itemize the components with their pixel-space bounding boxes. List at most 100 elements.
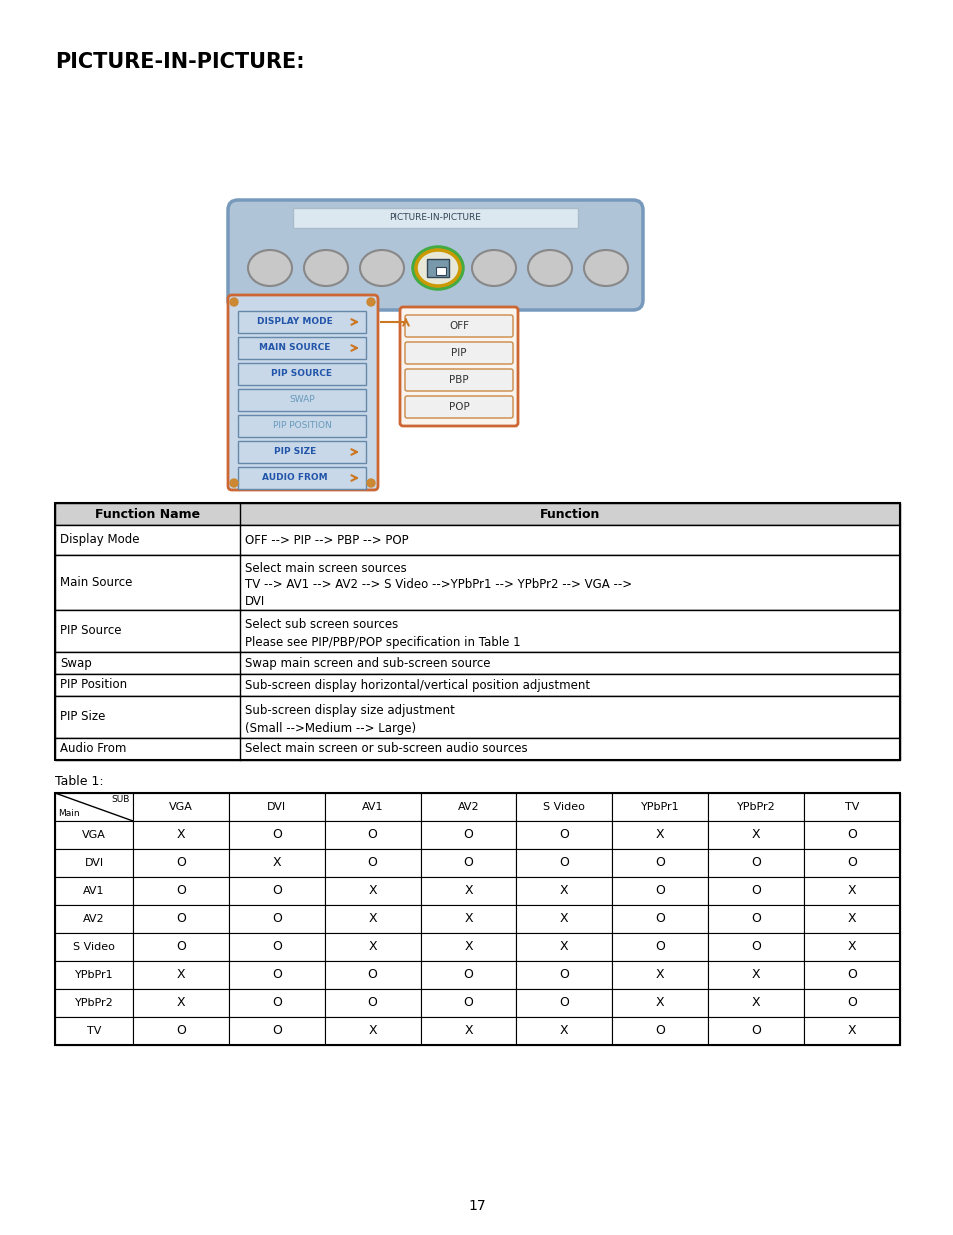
Text: X: X	[368, 884, 376, 898]
Ellipse shape	[527, 249, 572, 287]
Text: PBP: PBP	[449, 375, 468, 385]
Text: SUB: SUB	[112, 795, 130, 804]
Text: O: O	[655, 857, 664, 869]
Text: X: X	[464, 884, 473, 898]
Bar	[55, 821, 132, 848]
Ellipse shape	[248, 249, 292, 287]
Ellipse shape	[304, 249, 348, 287]
Text: O: O	[846, 968, 856, 982]
Text: O: O	[655, 913, 664, 925]
Bar	[132, 1016, 229, 1045]
FancyBboxPatch shape	[228, 295, 377, 490]
Bar	[229, 989, 324, 1016]
Bar	[324, 932, 420, 961]
Bar	[132, 821, 229, 848]
Text: X: X	[464, 941, 473, 953]
Text: O: O	[750, 1025, 760, 1037]
Text: X: X	[559, 884, 568, 898]
Bar	[324, 848, 420, 877]
Bar	[229, 961, 324, 989]
Text: AV1: AV1	[83, 885, 105, 897]
Ellipse shape	[416, 249, 459, 287]
Bar	[420, 821, 516, 848]
Text: X: X	[751, 968, 760, 982]
Text: Display Mode: Display Mode	[60, 534, 139, 547]
Text: O: O	[750, 857, 760, 869]
Text: O: O	[558, 829, 569, 841]
Text: PIP Position: PIP Position	[60, 678, 127, 692]
Text: Main Source: Main Source	[60, 576, 132, 589]
Bar	[516, 989, 612, 1016]
Text: O: O	[750, 884, 760, 898]
Bar	[612, 989, 707, 1016]
Text: O: O	[846, 997, 856, 1009]
Text: O: O	[272, 829, 281, 841]
Bar	[324, 905, 420, 932]
Text: DVI: DVI	[267, 802, 286, 811]
Text: O: O	[272, 997, 281, 1009]
Text: X: X	[464, 913, 473, 925]
Bar	[324, 989, 420, 1016]
Bar	[707, 848, 803, 877]
Text: O: O	[463, 857, 473, 869]
Bar	[707, 1016, 803, 1045]
Text: DVI: DVI	[245, 595, 265, 608]
Bar	[420, 989, 516, 1016]
Text: X: X	[847, 884, 856, 898]
Circle shape	[367, 298, 375, 306]
Bar	[237, 311, 366, 333]
Bar	[803, 848, 899, 877]
Text: Select sub screen sources: Select sub screen sources	[245, 618, 397, 631]
Text: X: X	[273, 857, 281, 869]
Ellipse shape	[472, 249, 516, 287]
Text: TV: TV	[87, 1026, 101, 1036]
Bar	[516, 821, 612, 848]
Bar	[132, 848, 229, 877]
FancyBboxPatch shape	[405, 396, 513, 417]
Text: POP: POP	[448, 403, 469, 412]
Text: X: X	[751, 829, 760, 841]
Bar	[132, 905, 229, 932]
Bar	[55, 989, 132, 1016]
Text: AV2: AV2	[457, 802, 478, 811]
Text: Select main screen or sub-screen audio sources: Select main screen or sub-screen audio s…	[245, 742, 527, 756]
Bar	[55, 610, 899, 652]
Bar	[612, 793, 707, 821]
Bar	[55, 652, 899, 674]
Text: DISPLAY MODE: DISPLAY MODE	[257, 317, 333, 326]
Text: S Video: S Video	[73, 942, 114, 952]
Circle shape	[230, 479, 237, 487]
Bar	[612, 821, 707, 848]
Bar	[132, 961, 229, 989]
Bar	[516, 877, 612, 905]
Bar	[229, 877, 324, 905]
Text: X: X	[464, 1025, 473, 1037]
Text: Sub-screen display horizontal/vertical position adjustment: Sub-screen display horizontal/vertical p…	[245, 678, 590, 692]
Text: PIP SIZE: PIP SIZE	[274, 447, 315, 457]
Text: Audio From: Audio From	[60, 742, 126, 756]
Bar	[55, 932, 132, 961]
Bar	[707, 905, 803, 932]
Text: X: X	[847, 941, 856, 953]
Bar	[516, 793, 612, 821]
Bar	[55, 1016, 132, 1045]
Bar	[55, 697, 899, 739]
Bar	[55, 905, 132, 932]
Text: Please see PIP/PBP/POP specification in Table 1: Please see PIP/PBP/POP specification in …	[245, 636, 520, 650]
Text: O: O	[272, 884, 281, 898]
Bar	[237, 441, 366, 463]
Circle shape	[367, 479, 375, 487]
Text: Sub-screen display size adjustment: Sub-screen display size adjustment	[245, 704, 455, 718]
Text: YPbPr1: YPbPr1	[640, 802, 679, 811]
Bar	[55, 674, 899, 697]
Text: PIP POSITION: PIP POSITION	[273, 421, 331, 431]
Bar	[132, 793, 229, 821]
FancyBboxPatch shape	[405, 369, 513, 391]
Bar	[420, 793, 516, 821]
Bar	[612, 1016, 707, 1045]
Bar	[420, 877, 516, 905]
Text: YPbPr2: YPbPr2	[74, 998, 113, 1008]
Bar	[229, 932, 324, 961]
Text: VGA: VGA	[169, 802, 193, 811]
Text: Function: Function	[539, 508, 599, 520]
